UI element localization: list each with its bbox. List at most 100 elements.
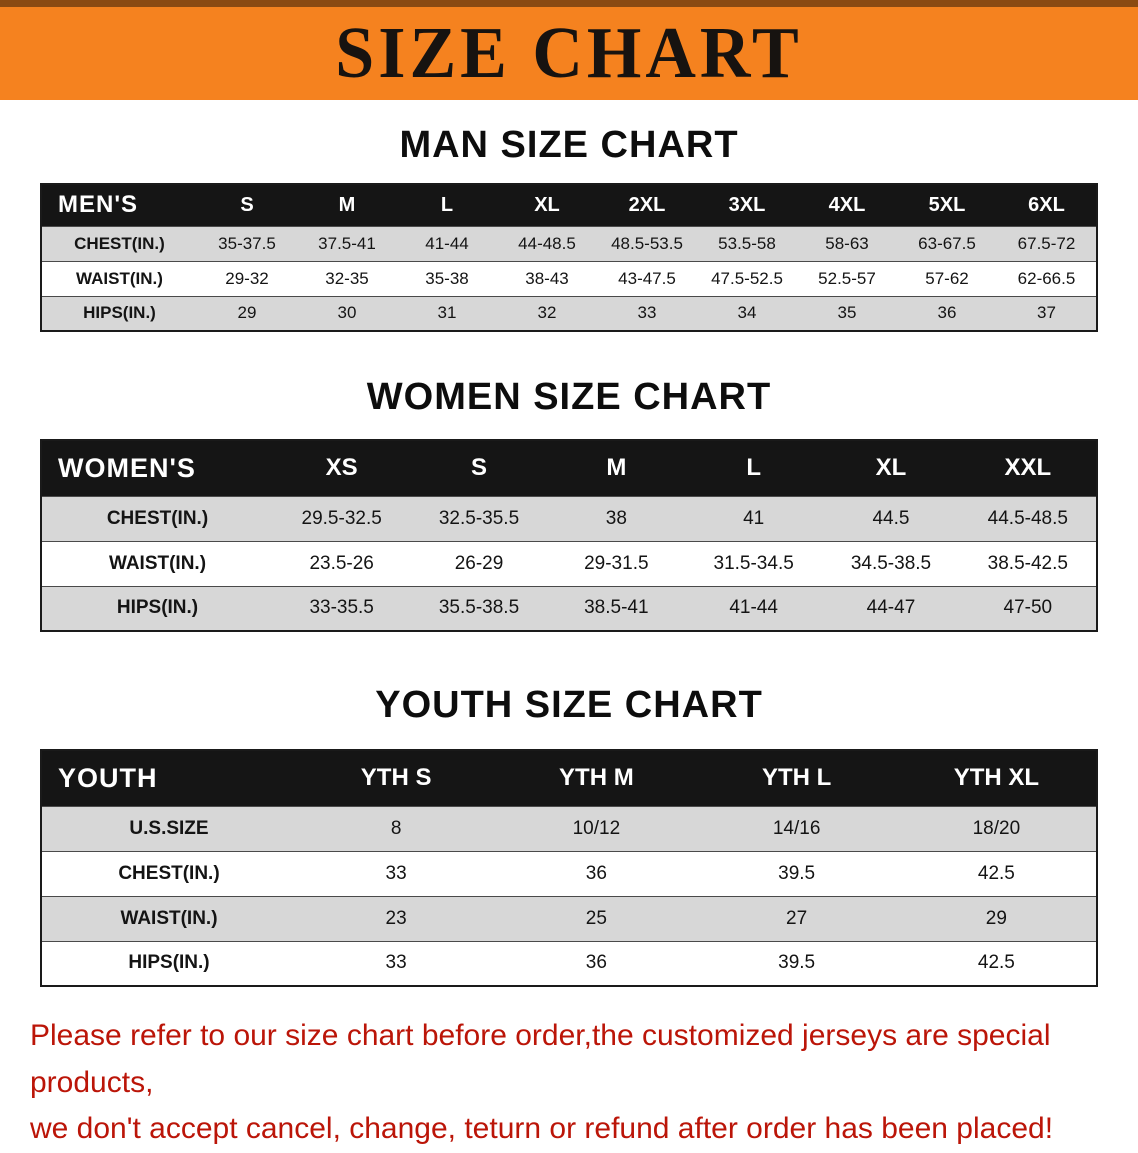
disclaimer-line-1: Please refer to our size chart before or… (30, 1019, 1051, 1099)
table-cell: 36 (937, 303, 957, 323)
table-title-cell: YOUTH (41, 750, 296, 806)
row-label: WAIST(IN.) (76, 268, 163, 288)
column-header: 6XL (997, 184, 1097, 226)
table-cell: 47.5-52.5 (711, 268, 783, 288)
women-section-heading: WOMEN SIZE CHART (366, 376, 772, 418)
table-cell: 38 (605, 507, 627, 529)
row-label: CHEST(IN.) (118, 862, 220, 884)
table-cell: 39.5 (778, 862, 816, 884)
column-header: 2XL (597, 184, 697, 226)
table-cell: 37 (1037, 303, 1056, 323)
table-cell: 26-29 (454, 552, 504, 574)
table-cell: 18/20 (972, 817, 1021, 839)
table-cell: 25 (585, 907, 607, 929)
table-row: HIPS(IN.) 33-35.5 35.5-38.5 38.5-41 41-44 44-… (41, 586, 1097, 631)
column-header: XL (822, 440, 960, 496)
table-cell: 33 (637, 303, 657, 323)
table-cell: 34.5-38.5 (850, 552, 932, 574)
table-cell: 41-44 (729, 597, 778, 619)
youth-section-heading: YOUTH SIZE CHART (375, 684, 763, 726)
table-cell: 29 (237, 303, 257, 323)
row-label: CHEST(IN.) (74, 233, 165, 253)
column-header: S (410, 440, 548, 496)
table-cell: 30 (337, 303, 357, 323)
table-header-row: WOMEN'S XS S M L XL XXL (41, 440, 1097, 496)
table-cell: 23.5-26 (309, 552, 374, 574)
column-header: XXL (959, 440, 1097, 496)
table-cell: 42.5 (977, 862, 1015, 884)
column-header: XS (273, 440, 411, 496)
table-cell: 52.5-57 (818, 268, 876, 288)
table-cell: 44.5-48.5 (987, 507, 1068, 529)
table-cell: 35 (837, 303, 857, 323)
table-cell: 32-35 (325, 268, 369, 288)
table-cell: 37.5-41 (318, 233, 376, 253)
table-cell: 33 (385, 862, 407, 884)
row-label: HIPS(IN.) (83, 303, 156, 323)
women-size-table: WOMEN'S XS S M L XL XXL CHEST(IN.) 29.5-32.5 32.5… (40, 439, 1098, 632)
column-header: 4XL (797, 184, 897, 226)
row-label: CHEST(IN.) (106, 507, 209, 529)
table-cell: 29 (985, 907, 1007, 929)
row-label: WAIST(IN.) (120, 907, 218, 929)
table-row: HIPS(IN.) 29 30 31 32 33 34 35 36 37 (41, 296, 1097, 331)
table-cell: 57-62 (925, 268, 969, 288)
row-label: HIPS(IN.) (116, 597, 199, 619)
table-header-row: YOUTH YTH S YTH M YTH L YTH XL (41, 750, 1097, 806)
column-header: YTH M (496, 750, 697, 806)
table-cell: 41 (743, 507, 765, 529)
column-header: L (684, 440, 823, 496)
table-cell: 43-47.5 (618, 268, 676, 288)
men-size-section: MAN SIZE CHART MEN'S S M L XL 2XL 3XL 4XL 5XL 6XL… (0, 124, 1138, 332)
table-cell: 47-50 (1003, 597, 1053, 619)
column-header: XL (497, 184, 597, 226)
table-row: WAIST(IN.) 23 25 27 29 (41, 896, 1097, 941)
table-cell: 44-48.5 (518, 233, 576, 253)
table-cell: 63-67.5 (918, 233, 976, 253)
table-cell: 29-32 (225, 268, 269, 288)
table-row: WAIST(IN.) 29-32 32-35 35-38 38-43 43-47.5 47.… (41, 261, 1097, 296)
men-size-table: MEN'S S M L XL 2XL 3XL 4XL 5XL 6XL CHEST(IN.) 35-37… (40, 183, 1098, 332)
table-cell: 42.5 (977, 952, 1015, 974)
column-header: 5XL (897, 184, 997, 226)
table-header-row: MEN'S S M L XL 2XL 3XL 4XL 5XL 6XL (41, 184, 1097, 226)
table-cell: 32.5-35.5 (438, 507, 520, 529)
table-row: CHEST(IN.) 29.5-32.5 32.5-35.5 38 41 44.5 44.5… (41, 496, 1097, 541)
column-header: YTH L (696, 750, 897, 806)
table-cell: 33 (385, 952, 407, 974)
page-title: SIZE CHART (335, 12, 803, 94)
table-cell: 67.5-72 (1017, 233, 1076, 253)
table-cell: 53.5-58 (718, 233, 776, 253)
women-size-section: WOMEN SIZE CHART WOMEN'S XS S M L XL XXL CHEST(… (0, 376, 1138, 632)
table-row: CHEST(IN.) 35-37.5 37.5-41 41-44 44-48.5 48.5… (41, 226, 1097, 261)
banner: SIZE CHART (0, 0, 1138, 100)
table-title-cell: MEN'S (41, 184, 197, 226)
table-cell: 8 (390, 817, 402, 839)
table-cell: 62-66.5 (1017, 268, 1076, 288)
table-cell: 34 (737, 303, 757, 323)
youth-size-table: YOUTH YTH S YTH M YTH L YTH XL U.S.SIZE 8 10/12… (40, 749, 1098, 987)
column-header: YTH S (296, 750, 497, 806)
table-cell: 38.5-42.5 (987, 552, 1068, 574)
disclaimer-line-2: we don't accept cancel, change, teturn o… (30, 1112, 1054, 1145)
table-cell: 33-35.5 (309, 597, 374, 619)
table-cell: 10/12 (572, 817, 621, 839)
table-row: HIPS(IN.) 33 36 39.5 42.5 (41, 941, 1097, 986)
column-header: YTH XL (896, 750, 1097, 806)
column-header: M (297, 184, 397, 226)
table-cell: 31.5-34.5 (713, 552, 794, 574)
table-row: U.S.SIZE 8 10/12 14/16 18/20 (41, 806, 1097, 851)
table-cell: 36 (585, 952, 607, 974)
table-cell: 14/16 (772, 817, 821, 839)
table-cell: 41-44 (425, 233, 469, 253)
table-cell: 31 (437, 303, 457, 323)
table-cell: 35-38 (425, 268, 469, 288)
youth-size-section: YOUTH SIZE CHART YOUTH YTH S YTH M YTH L YTH… (0, 684, 1138, 987)
table-row: CHEST(IN.) 33 36 39.5 42.5 (41, 851, 1097, 896)
row-label: WAIST(IN.) (108, 552, 207, 574)
table-cell: 39.5 (778, 952, 816, 974)
table-cell: 38-43 (525, 268, 569, 288)
table-cell: 44-47 (866, 597, 916, 619)
table-cell: 58-63 (825, 233, 869, 253)
